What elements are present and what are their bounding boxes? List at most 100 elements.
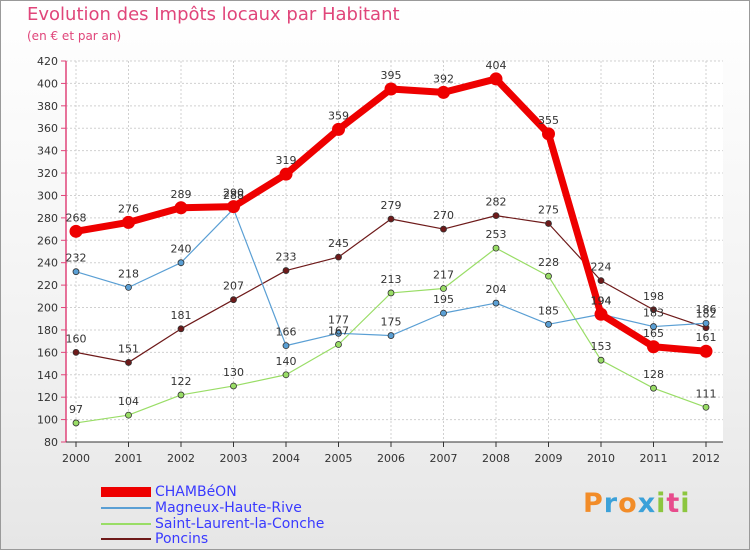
- y-tick-label: 140: [37, 369, 58, 382]
- x-tick-label: 2011: [640, 452, 668, 465]
- data-point-1-2: [177, 259, 185, 267]
- data-point-0-1: [122, 215, 135, 229]
- data-point-1-6: [387, 332, 395, 339]
- y-tick-label: 360: [37, 122, 58, 135]
- data-point-0-0: [69, 224, 83, 238]
- data-label-2-6: 213: [381, 273, 402, 286]
- data-label-3-5: 245: [328, 237, 349, 250]
- data-label-1-11: 183: [643, 307, 664, 320]
- data-label-2-12: 111: [696, 387, 717, 400]
- data-label-1-2: 240: [171, 243, 192, 256]
- data-label-1-12: 186: [696, 303, 717, 316]
- data-point-2-4: [282, 371, 290, 379]
- data-point-3-4: [282, 267, 290, 274]
- data-label-3-8: 282: [486, 196, 507, 209]
- chart-title: Evolution des Impôts locaux par Habitant: [27, 4, 400, 25]
- data-label-3-0: 160: [66, 332, 87, 345]
- data-label-0-3: 290: [223, 187, 244, 200]
- y-tick-label: 120: [37, 391, 58, 404]
- logo-letter: x: [637, 488, 657, 519]
- data-point-3-5: [335, 253, 342, 261]
- data-label-0-1: 276: [118, 202, 139, 215]
- y-tick-label: 300: [37, 189, 58, 202]
- data-point-1-8: [492, 299, 500, 307]
- x-tick-label: 2006: [377, 452, 405, 465]
- data-label-3-1: 151: [118, 342, 139, 355]
- data-label-0-12: 161: [696, 331, 717, 344]
- data-point-2-6: [387, 289, 395, 297]
- data-point-2-10: [597, 356, 605, 364]
- legend-label-saint-laurent: Saint-Laurent-la-Conche: [155, 516, 325, 532]
- data-label-2-3: 130: [223, 366, 244, 379]
- logo-letter: o: [618, 488, 638, 519]
- data-point-3-10: [597, 277, 605, 285]
- legend-swatch-magneux: [101, 507, 151, 509]
- data-label-2-9: 228: [538, 256, 559, 269]
- data-label-1-0: 232: [66, 252, 87, 265]
- y-tick-label: 240: [37, 257, 58, 270]
- legend-swatch-chambeon: [101, 487, 151, 497]
- y-tick-label: 80: [44, 436, 58, 449]
- chart-subtitle: (en € et par an): [27, 29, 122, 43]
- data-label-3-7: 270: [433, 209, 454, 222]
- y-tick-label: 280: [37, 212, 58, 225]
- data-label-3-12: 182: [696, 308, 717, 321]
- data-label-1-1: 218: [118, 267, 139, 280]
- data-label-1-10: 194: [591, 294, 612, 307]
- data-point-1-1: [125, 283, 132, 291]
- data-label-2-0: 97: [69, 403, 83, 416]
- data-label-2-1: 104: [118, 395, 139, 408]
- data-point-2-1: [125, 411, 132, 419]
- legend-item-chambeon: CHAMBéON: [101, 484, 237, 500]
- data-label-1-3: 288: [223, 189, 244, 202]
- data-point-2-2: [177, 391, 185, 399]
- data-label-0-6: 395: [381, 69, 402, 82]
- data-label-3-2: 181: [171, 309, 192, 322]
- legend-swatch-saint-laurent: [101, 523, 151, 525]
- x-tick-label: 2009: [535, 452, 563, 465]
- data-label-1-6: 175: [381, 316, 402, 329]
- data-label-3-9: 275: [538, 203, 559, 216]
- data-label-2-4: 140: [276, 355, 297, 368]
- y-tick-label: 180: [37, 324, 58, 337]
- data-point-0-8: [489, 72, 503, 86]
- data-label-2-7: 217: [433, 268, 454, 281]
- data-point-2-12: [702, 403, 710, 411]
- data-point-2-8: [492, 244, 500, 252]
- data-label-0-7: 392: [433, 72, 454, 85]
- data-label-3-11: 198: [643, 290, 664, 303]
- data-label-0-0: 268: [66, 211, 87, 224]
- data-point-3-3: [230, 296, 237, 304]
- logo-letter: i: [680, 488, 691, 519]
- data-point-0-5: [332, 122, 345, 136]
- data-point-0-3: [227, 200, 240, 214]
- logo-letter: t: [666, 488, 681, 519]
- logo-letter: i: [656, 488, 667, 519]
- data-point-1-12: [702, 319, 710, 327]
- data-point-1-9: [545, 320, 552, 328]
- data-label-1-4: 166: [276, 326, 297, 339]
- x-tick-label: 2002: [167, 452, 195, 465]
- x-tick-label: 2005: [325, 452, 353, 465]
- y-tick-label: 400: [37, 77, 58, 90]
- legend-label-magneux: Magneux-Haute-Rive: [155, 500, 302, 516]
- x-tick-label: 2010: [587, 452, 615, 465]
- y-tick-label: 200: [37, 302, 58, 315]
- data-label-1-5: 177: [328, 313, 349, 326]
- x-tick-label: 2004: [272, 452, 300, 465]
- data-point-3-0: [72, 348, 80, 356]
- data-point-3-7: [440, 225, 447, 233]
- data-label-0-5: 359: [328, 109, 349, 122]
- data-label-3-3: 207: [223, 280, 244, 293]
- data-point-1-4: [282, 342, 290, 350]
- x-tick-label: 2001: [115, 452, 143, 465]
- logo-letter: r: [603, 488, 619, 519]
- x-tick-label: 2008: [482, 452, 510, 465]
- data-label-2-8: 253: [486, 228, 507, 241]
- y-tick-label: 220: [37, 279, 58, 292]
- plot-area: [66, 61, 723, 442]
- legend-swatch-poncins: [101, 538, 151, 540]
- data-label-0-11: 165: [643, 327, 664, 340]
- data-label-0-2: 289: [171, 188, 192, 201]
